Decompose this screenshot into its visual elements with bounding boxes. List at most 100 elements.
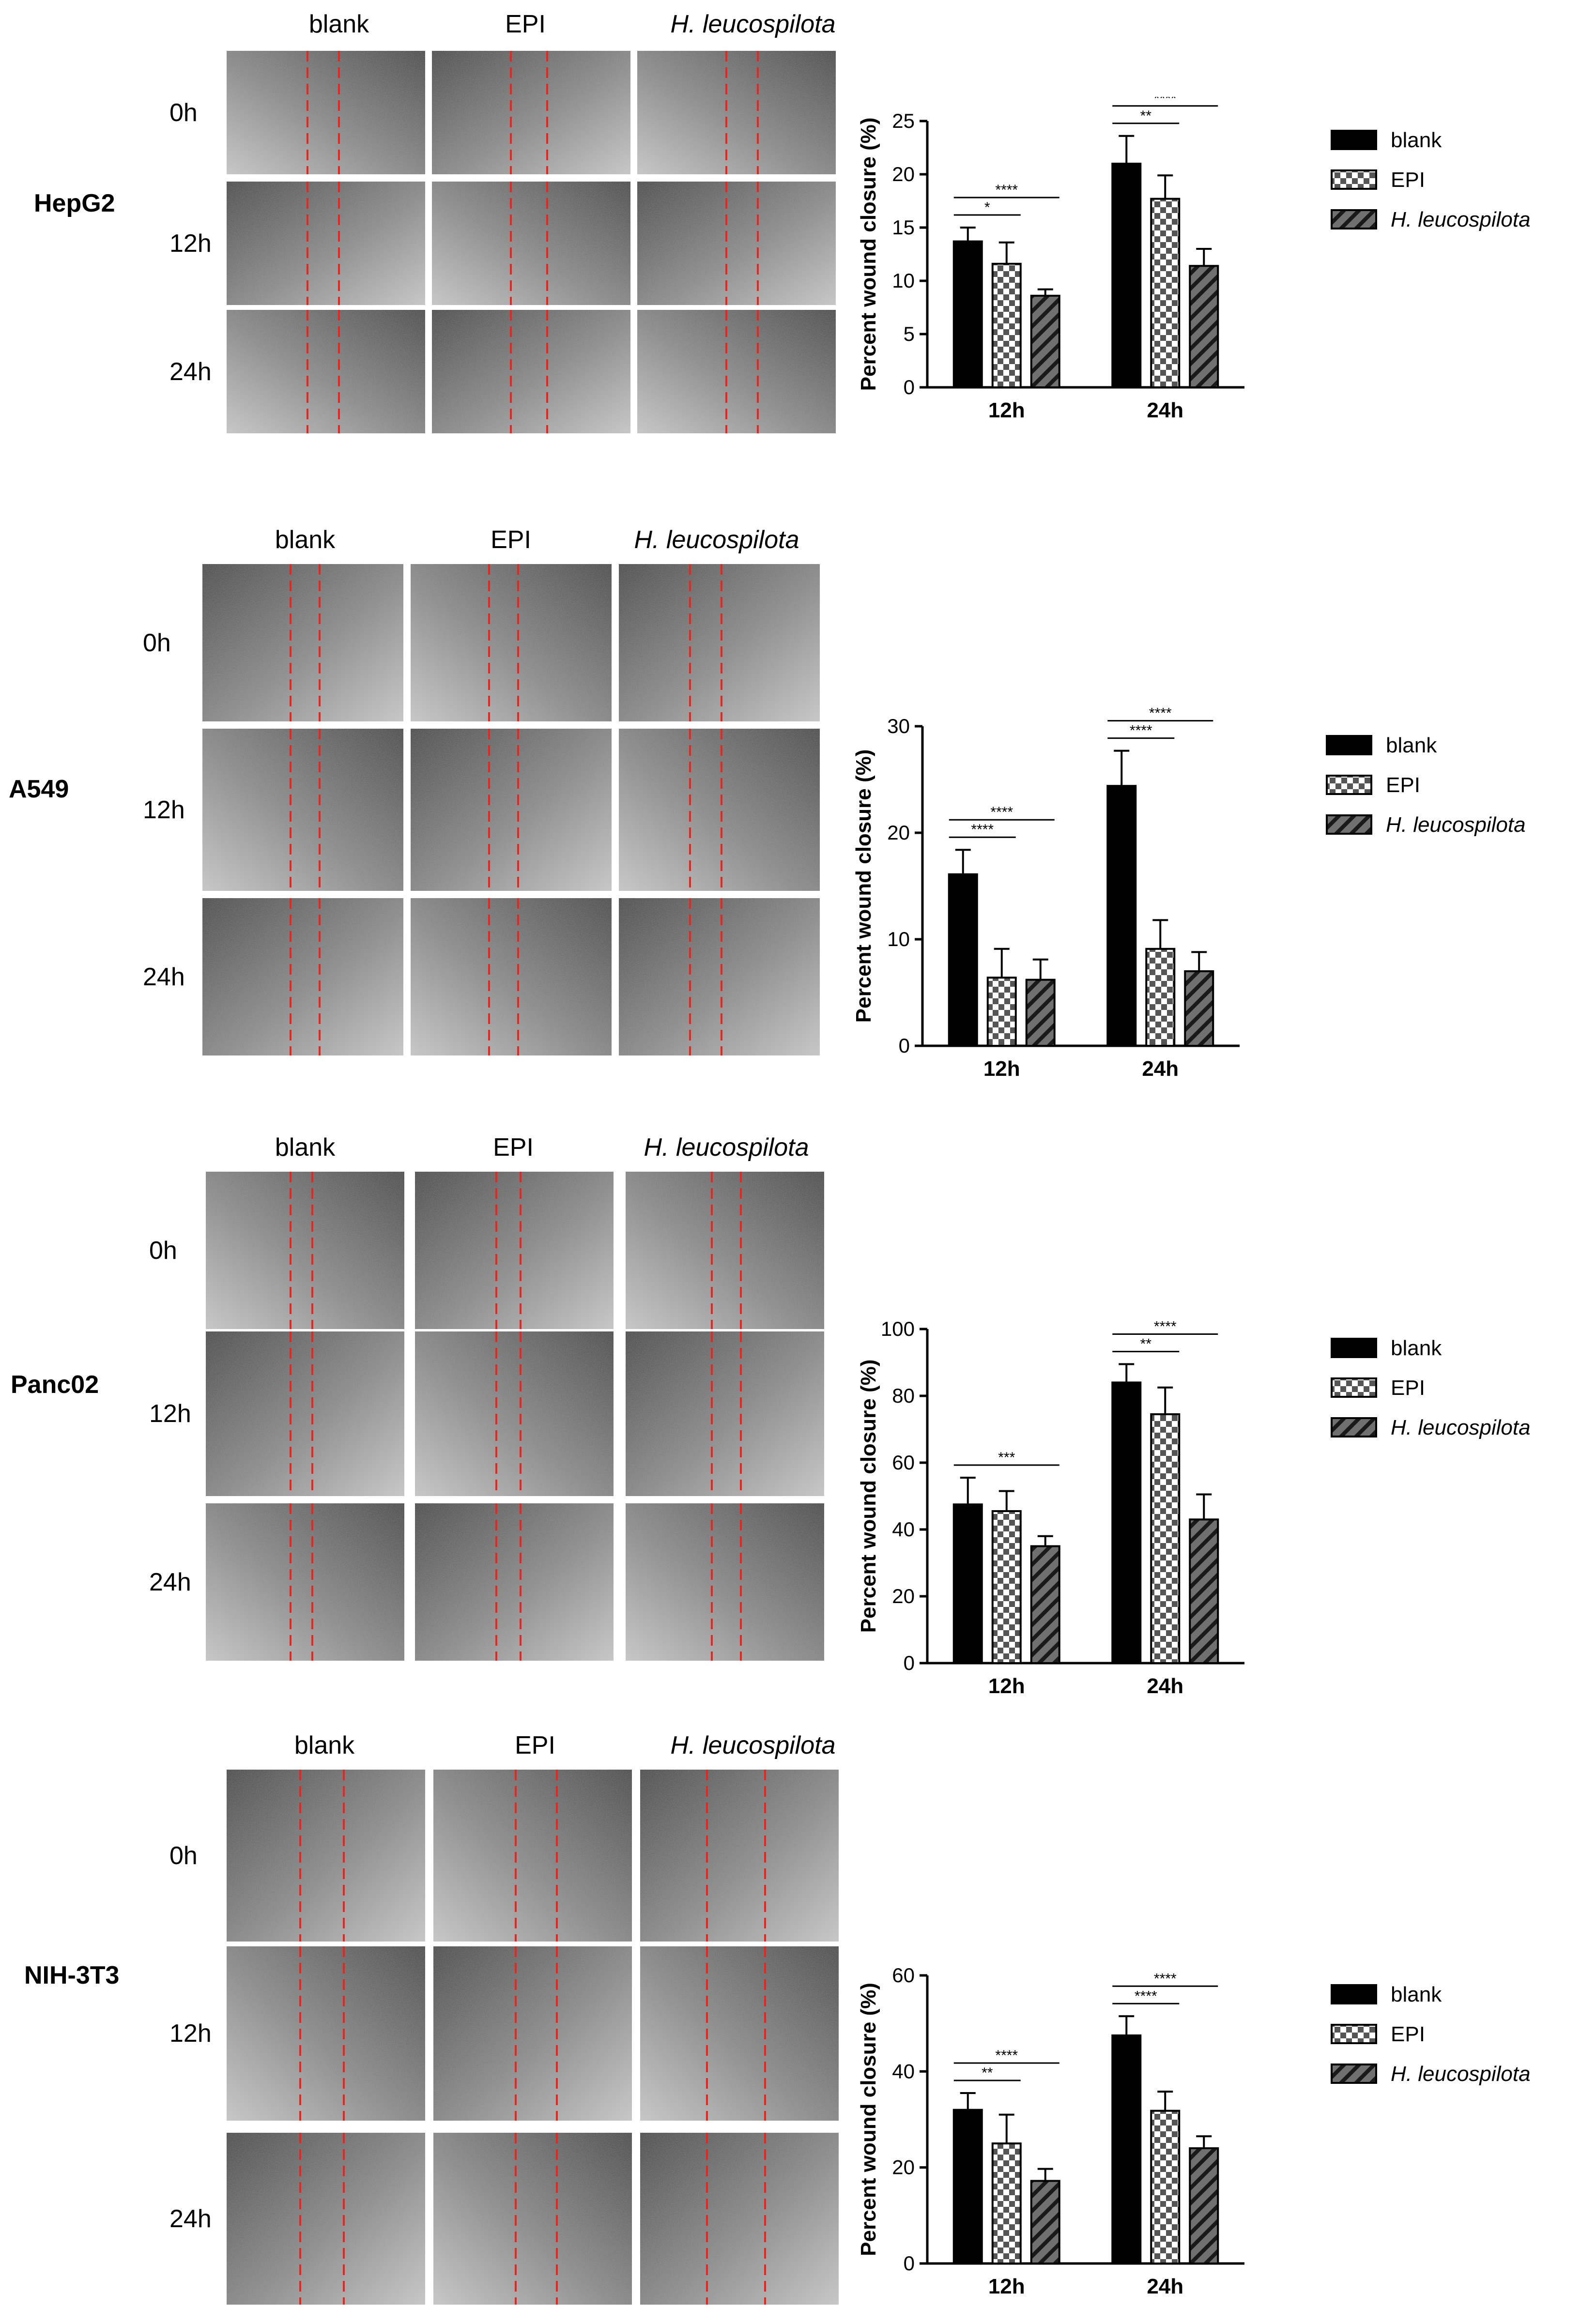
column-label: H. leucospilota bbox=[670, 10, 836, 38]
y-tick-label: 0 bbox=[904, 1651, 915, 1674]
bar bbox=[991, 2142, 1022, 2265]
significance-label: **** bbox=[1149, 705, 1172, 721]
microscopy-image bbox=[433, 1770, 632, 1942]
bar bbox=[1030, 294, 1060, 388]
legend-label: H. leucospilota bbox=[1386, 813, 1526, 837]
significance-label: ** bbox=[1140, 1336, 1152, 1352]
bar bbox=[952, 240, 983, 388]
microscopy-image bbox=[227, 51, 425, 174]
y-axis-label: Percent wound closure (%) bbox=[857, 1360, 880, 1633]
significance-label: **** bbox=[990, 804, 1013, 820]
significance-label: **** bbox=[1154, 1318, 1177, 1334]
column-label: H. leucospilota bbox=[634, 526, 799, 554]
legend-swatch bbox=[1331, 2024, 1377, 2044]
cell-line-label: Panc02 bbox=[11, 1371, 99, 1399]
panel-a549: A549 blank EPI H. leucospilota 0h 12h 24h 0 10 20… bbox=[0, 518, 1581, 1099]
legend-swatch bbox=[1331, 1338, 1377, 1358]
panel-nih-3t3: NIH-3T3 blank EPI H. leucospilota 0h 12h 24h 0 2… bbox=[0, 1724, 1581, 2305]
microscopy-image bbox=[202, 729, 403, 891]
significance-label: * bbox=[984, 199, 990, 215]
legend-swatch bbox=[1331, 2064, 1377, 2084]
significance-label: ** bbox=[1140, 108, 1152, 124]
x-tick-label: 24h bbox=[1142, 1057, 1179, 1081]
x-tick-label: 12h bbox=[988, 398, 1025, 422]
microscopy-image bbox=[432, 310, 630, 433]
microscopy-image bbox=[415, 1172, 614, 1329]
microscopy-image bbox=[432, 182, 630, 305]
bar bbox=[1025, 979, 1056, 1047]
microscopy-image bbox=[433, 1946, 632, 2121]
y-tick-label: 10 bbox=[887, 928, 910, 950]
cell-line-label: HepG2 bbox=[34, 189, 115, 217]
significance-label: **** bbox=[1154, 97, 1177, 107]
timepoint-label: 24h bbox=[149, 1568, 191, 1596]
bar-chart: 0 20 40 60 80 100 Percent wound closure (%) 12h… bbox=[852, 1305, 1579, 1721]
legend-label: H. leucospilota bbox=[1391, 1416, 1531, 1439]
bar bbox=[948, 873, 978, 1047]
bar bbox=[1150, 1413, 1181, 1664]
x-tick-label: 12h bbox=[988, 1674, 1025, 1698]
y-tick-label: 60 bbox=[892, 1451, 915, 1474]
column-label: H. leucospilota bbox=[670, 1731, 836, 1759]
cell-line-label: A549 bbox=[9, 775, 69, 803]
significance-label: **** bbox=[995, 2048, 1018, 2064]
y-tick-label: 0 bbox=[904, 376, 915, 398]
column-label: blank bbox=[308, 10, 369, 38]
cell-line-label: NIH-3T3 bbox=[24, 1961, 120, 1989]
legend-swatch bbox=[1331, 1417, 1377, 1437]
bar bbox=[1111, 163, 1142, 388]
microscopy-image bbox=[640, 1946, 839, 2121]
microscopy-image bbox=[227, 2133, 425, 2305]
legend-label: blank bbox=[1391, 128, 1442, 152]
column-label: blank bbox=[294, 1731, 355, 1759]
legend-label: H. leucospilota bbox=[1391, 208, 1531, 231]
y-tick-label: 0 bbox=[899, 1034, 910, 1057]
timepoint-label: 24h bbox=[143, 963, 185, 991]
column-label: EPI bbox=[491, 526, 531, 554]
bar bbox=[1111, 2034, 1142, 2264]
y-tick-label: 10 bbox=[892, 269, 915, 292]
legend-label: EPI bbox=[1391, 2022, 1425, 2046]
y-axis-label: Percent wound closure (%) bbox=[857, 1983, 880, 2256]
bar bbox=[1184, 970, 1214, 1047]
x-tick-label: 24h bbox=[1147, 1674, 1183, 1698]
column-label: EPI bbox=[505, 10, 546, 38]
y-tick-label: 100 bbox=[881, 1317, 915, 1340]
significance-label: **** bbox=[1135, 1988, 1157, 2004]
significance-label: **** bbox=[995, 182, 1018, 198]
column-label: EPI bbox=[515, 1731, 555, 1759]
bar bbox=[1030, 1545, 1060, 1664]
microscopy-image bbox=[227, 182, 425, 305]
bar bbox=[1145, 948, 1176, 1047]
y-tick-label: 80 bbox=[892, 1384, 915, 1407]
y-tick-label: 20 bbox=[887, 821, 910, 844]
y-tick-label: 40 bbox=[892, 1518, 915, 1541]
legend-label: EPI bbox=[1386, 773, 1420, 797]
legend-label: blank bbox=[1391, 1983, 1442, 2006]
microscopy-image bbox=[206, 1503, 404, 1661]
timepoint-label: 0h bbox=[149, 1236, 177, 1265]
legend-swatch bbox=[1331, 169, 1377, 190]
y-tick-label: 30 bbox=[887, 715, 910, 737]
column-label: EPI bbox=[493, 1133, 534, 1162]
timepoint-label: 0h bbox=[143, 628, 171, 657]
microscopy-image bbox=[415, 1331, 614, 1496]
microscopy-image bbox=[637, 182, 836, 305]
microscopy-image bbox=[411, 564, 612, 721]
column-label: blank bbox=[275, 526, 336, 554]
y-tick-label: 60 bbox=[892, 1964, 915, 1987]
microscopy-image bbox=[626, 1503, 824, 1661]
legend-swatch bbox=[1331, 209, 1377, 229]
microscopy-image bbox=[202, 564, 403, 721]
column-label: H. leucospilota bbox=[644, 1133, 809, 1162]
significance-label: **** bbox=[971, 822, 994, 838]
y-tick-label: 40 bbox=[892, 2060, 915, 2082]
microscopy-image bbox=[619, 564, 820, 721]
microscopy-image bbox=[640, 2133, 839, 2305]
x-tick-label: 24h bbox=[1147, 2275, 1183, 2298]
bar bbox=[1189, 1518, 1219, 1664]
column-label: blank bbox=[275, 1133, 336, 1162]
legend-swatch bbox=[1331, 130, 1377, 150]
y-axis-label: Percent wound closure (%) bbox=[857, 118, 880, 391]
microscopy-image bbox=[411, 898, 612, 1055]
